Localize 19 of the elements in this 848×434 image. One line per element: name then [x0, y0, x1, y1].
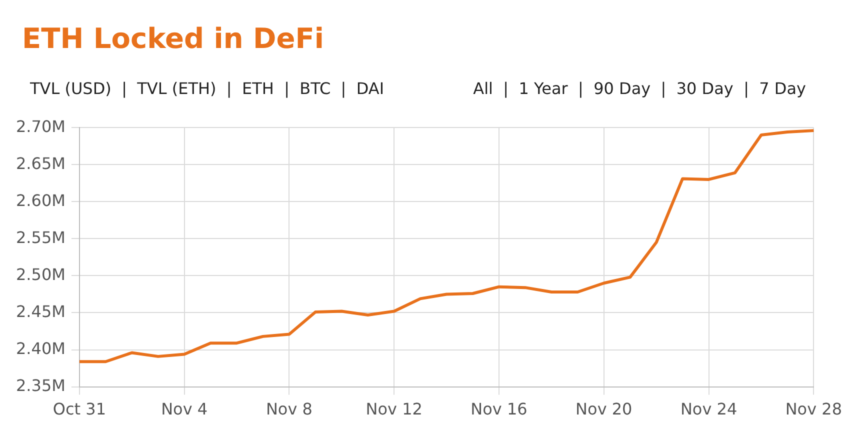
x-tick-label: Nov 12	[366, 400, 422, 419]
y-tick-label: 2.35M	[16, 376, 66, 395]
x-tick-label: Nov 28	[785, 400, 842, 419]
y-tick-label: 2.50M	[16, 264, 66, 284]
x-tick-label: Nov 8	[266, 400, 312, 419]
y-tick-label: 2.60M	[16, 190, 66, 210]
chart-title: ETH Locked in DeFi	[22, 22, 324, 55]
y-tick-label: 2.70M	[16, 116, 66, 136]
x-tick-label: Oct 31	[52, 400, 106, 419]
text: All | 1 Year | 90 Day | 30 Day | 7 Day	[473, 79, 806, 98]
y-tick-label: 2.40M	[16, 338, 66, 358]
y-tick-label: 2.55M	[16, 228, 66, 247]
x-tick-label: Nov 24	[680, 400, 738, 419]
x-tick-label: Nov 16	[470, 400, 528, 419]
x-tick-label: Nov 4	[161, 400, 208, 419]
y-tick-label: 2.45M	[16, 302, 66, 321]
x-tick-label: Nov 20	[576, 400, 632, 419]
y-tick-label: 2.65M	[16, 154, 66, 173]
text: TVL (USD) | TVL (ETH) | ETH | BTC | DAI	[30, 79, 384, 98]
